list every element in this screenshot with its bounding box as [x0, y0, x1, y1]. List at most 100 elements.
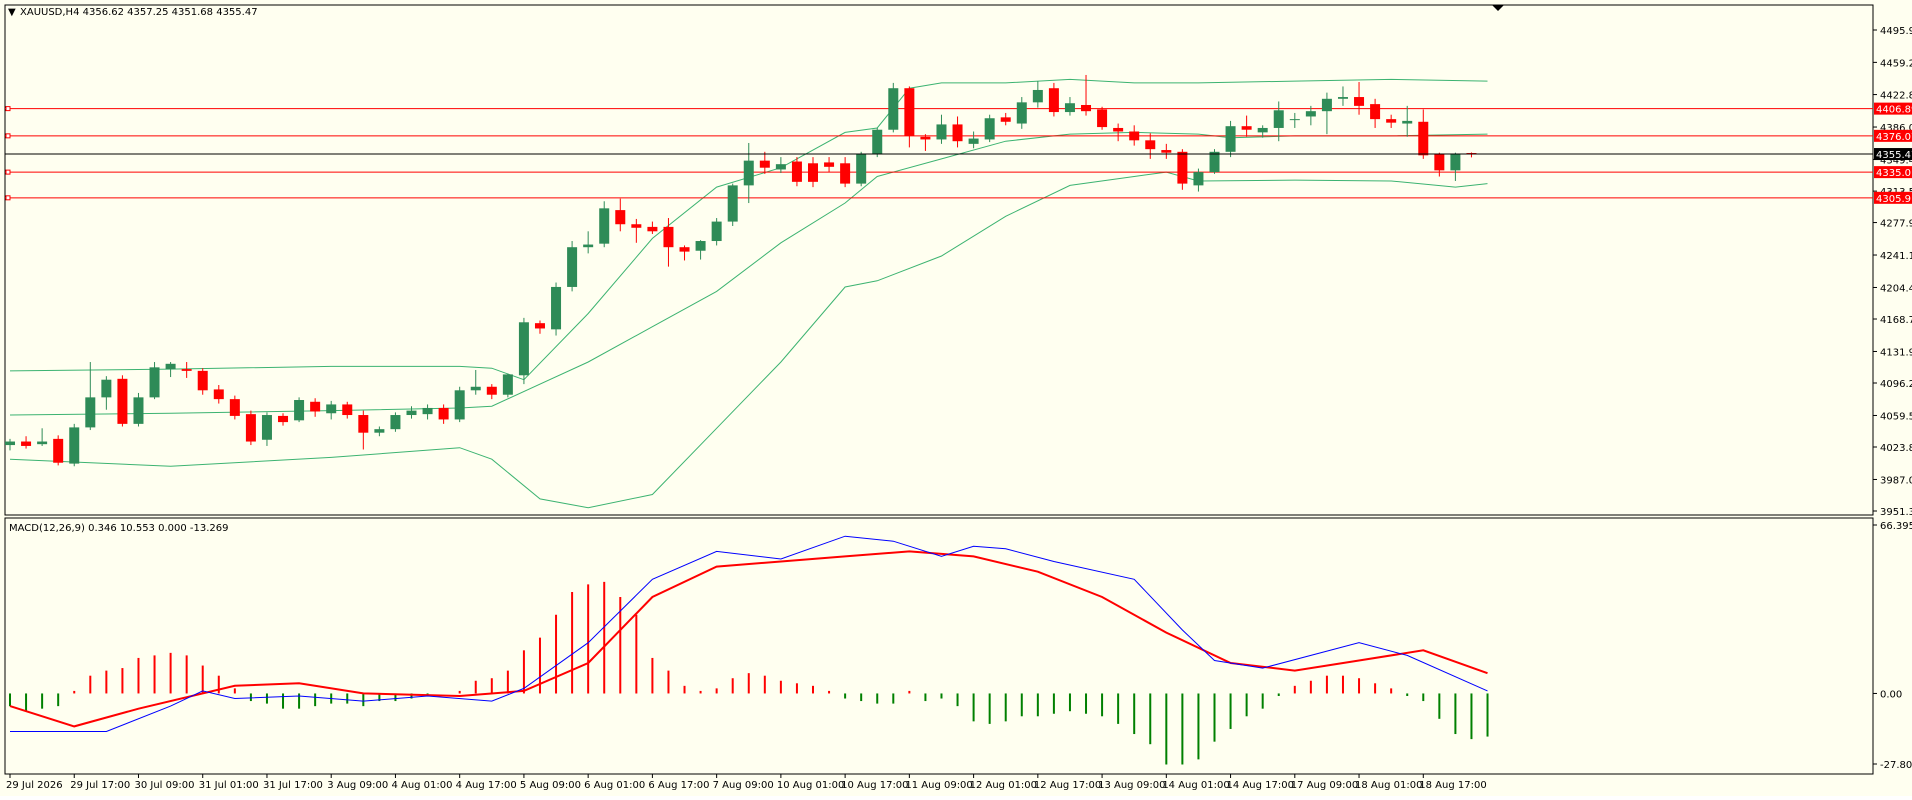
bear-candle — [1418, 121, 1429, 156]
macd-panel-frame — [4, 517, 1874, 775]
bull-candle — [1032, 89, 1043, 103]
bull-candle — [165, 363, 176, 370]
bear-candle — [663, 226, 674, 248]
bear-candle — [904, 88, 915, 136]
bear-candle — [213, 389, 224, 400]
level-price-box — [1874, 102, 1912, 115]
time-tick-label: 31 Jul 17:00 — [263, 780, 323, 791]
level-price-label: 4376.07 — [1876, 132, 1912, 143]
macd-tick-label: 0.00 — [1880, 689, 1902, 700]
bear-candle — [534, 323, 545, 329]
bull-candle — [37, 441, 48, 445]
bull-candle — [406, 410, 417, 416]
macd-header: MACD(12,26,9) 0.346 10.553 0.000 -13.269 — [9, 523, 229, 534]
level-price-box — [1874, 166, 1912, 179]
bear-candle — [840, 163, 851, 184]
bull-candle — [261, 415, 272, 440]
bull-candle — [326, 404, 337, 414]
bull-candle — [1225, 126, 1236, 152]
candlesticks — [5, 74, 1477, 467]
bear-candle — [1177, 151, 1188, 184]
bear-candle — [229, 399, 240, 416]
price-tick-label: 4241.15 — [1880, 251, 1912, 262]
bull-candle — [743, 160, 754, 186]
price-panel[interactable]: 4495.904459.254422.804386.054349.404313.… — [4, 4, 1912, 518]
bear-candle — [1129, 131, 1140, 141]
bear-candle — [1000, 117, 1011, 122]
macd-tick-label: 66.395 — [1880, 521, 1912, 532]
bull-candle — [551, 286, 562, 330]
time-tick-label: 4 Aug 17:00 — [456, 780, 517, 791]
bear-candle — [1466, 153, 1477, 155]
macd-tick-label: -27.808 — [1880, 760, 1912, 771]
time-tick-label: 6 Aug 17:00 — [648, 780, 709, 791]
time-tick-label: 3 Aug 09:00 — [327, 780, 388, 791]
bear-candle — [791, 161, 802, 182]
bear-candle — [53, 438, 64, 463]
bear-candle — [1354, 97, 1365, 106]
horizontal-levels[interactable]: 4406.89 4376.07 4335.01 4305.91 — [5, 102, 1912, 205]
current-price-line: 4355.47 — [5, 148, 1912, 161]
price-panel-frame — [4, 4, 1874, 516]
time-tick-label: 11 Aug 09:00 — [905, 780, 972, 791]
level-anchor-handle[interactable] — [5, 106, 11, 112]
symbol-header: XAUUSD,H4 4356.62 4357.25 4351.68 4355.4… — [20, 7, 258, 18]
bear-candle — [1434, 154, 1445, 171]
time-tick-label: 17 Aug 09:00 — [1291, 780, 1358, 791]
bear-candle — [197, 370, 208, 391]
current-price-box — [1874, 148, 1912, 161]
time-tick-label: 7 Aug 09:00 — [713, 780, 774, 791]
time-tick-label: 30 Jul 09:00 — [134, 780, 194, 791]
macd-axis[interactable]: 66.395 0.00 -27.808 — [1873, 521, 1912, 771]
price-tick-label: 4023.80 — [1880, 443, 1912, 454]
price-tick-label: 4277.90 — [1880, 219, 1912, 230]
bear-candle — [245, 414, 256, 442]
bull-candle — [1450, 154, 1461, 171]
bear-candle — [759, 160, 770, 168]
price-tick-label: 4495.90 — [1880, 26, 1912, 37]
level-anchor-handle[interactable] — [5, 169, 11, 175]
price-tick-label: 4059.50 — [1880, 411, 1912, 422]
bollinger-bands — [9, 78, 1488, 509]
bull-candle — [1273, 110, 1284, 128]
bull-candle — [5, 441, 15, 446]
level-anchor-handle[interactable] — [5, 195, 11, 201]
bear-candle — [824, 162, 835, 167]
price-tick-label: 4459.25 — [1880, 58, 1912, 69]
time-tick-label: 14 Aug 17:00 — [1227, 780, 1294, 791]
level-price-box — [1874, 129, 1912, 142]
bull-candle — [454, 390, 465, 420]
bull-candle — [856, 154, 867, 184]
bear-candle — [1113, 127, 1124, 132]
shift-marker-icon[interactable] — [1492, 5, 1504, 11]
bear-candle — [1370, 104, 1381, 120]
bear-candle — [920, 136, 931, 140]
bull-candle — [85, 397, 96, 428]
level-price-label: 4305.91 — [1876, 194, 1912, 205]
bull-candle — [727, 185, 738, 222]
time-tick-label: 18 Aug 01:00 — [1355, 780, 1422, 791]
bollinger-middle-line — [9, 131, 1488, 416]
level-anchor-handle[interactable] — [5, 133, 11, 139]
macd-signal-line — [9, 550, 1488, 728]
price-tick-label: 3951.35 — [1880, 507, 1912, 518]
level-price-box — [1874, 191, 1912, 204]
time-axis[interactable]: 29 Jul 2026 29 Jul 17:00 30 Jul 09:00 31 Ju… — [6, 774, 1487, 791]
bull-candle — [149, 367, 160, 398]
bull-candle — [888, 88, 899, 130]
bear-candle — [1145, 140, 1156, 150]
macd-panel[interactable]: 66.395 0.00 -27.808 MACD(12,26,9) 0.346 10… — [4, 517, 1912, 775]
time-tick-label: 29 Jul 17:00 — [70, 780, 130, 791]
bull-candle — [422, 407, 433, 415]
bull-candle — [101, 379, 112, 398]
time-tick-label: 4 Aug 01:00 — [391, 780, 452, 791]
bull-candle — [1305, 111, 1316, 117]
time-tick-label: 14 Aug 01:00 — [1162, 780, 1229, 791]
time-tick-label: 12 Aug 01:00 — [970, 780, 1037, 791]
bull-candle — [1257, 127, 1268, 133]
bear-candle — [952, 124, 963, 142]
bull-candle — [1209, 151, 1220, 173]
